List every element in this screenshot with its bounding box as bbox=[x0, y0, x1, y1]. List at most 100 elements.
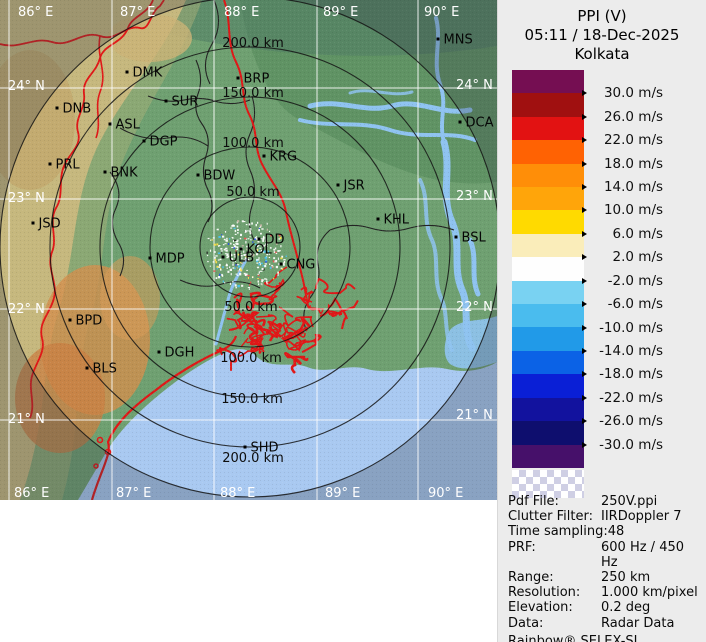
scale-label--22.0: -22.0 m/s bbox=[582, 390, 702, 406]
scale-block-12 bbox=[512, 350, 584, 375]
city-label-KRG: KRG bbox=[270, 150, 298, 165]
scale-block-9 bbox=[512, 280, 584, 305]
scale-block-2 bbox=[512, 116, 584, 141]
scale-tick-arrow-icon bbox=[582, 207, 587, 214]
latitude-label: 21° N bbox=[456, 408, 493, 423]
city-label-BSL: BSL bbox=[462, 231, 487, 246]
latitude-label: 22° N bbox=[8, 302, 45, 317]
scale-tick-arrow-icon bbox=[582, 160, 587, 167]
scale-tick-arrow-icon bbox=[582, 418, 587, 425]
city-label-DGP: DGP bbox=[150, 135, 178, 150]
scale-block-1 bbox=[512, 93, 584, 117]
scale-tick-arrow-icon bbox=[582, 184, 587, 191]
scale-tick-arrow-icon bbox=[582, 394, 587, 401]
metadata-row: PRF: 600 Hz / 450 Hz bbox=[508, 539, 685, 570]
latitude-label: 22° N bbox=[456, 300, 493, 315]
scale-tick-arrow-icon bbox=[582, 113, 587, 120]
city-label-BDW: BDW bbox=[204, 169, 236, 184]
city-label-BPD: BPD bbox=[76, 314, 103, 329]
scale-tick-arrow-icon bbox=[582, 324, 587, 331]
longitude-label: 87° E bbox=[116, 486, 151, 500]
scale-block-7 bbox=[512, 233, 584, 258]
scan-datetime: 05:11 / 18-Dec-2025 bbox=[524, 26, 680, 44]
latitude-label: 24° N bbox=[8, 79, 45, 94]
city-label-ASL: ASL bbox=[116, 118, 141, 133]
out-of-range-dim-mask bbox=[0, 0, 500, 500]
station-name: Kolkata bbox=[574, 45, 630, 63]
scale-tick-arrow-icon bbox=[582, 371, 587, 378]
scale-block-14 bbox=[512, 397, 584, 422]
radar-ppi-map: 200.0 km 150.0 km 100.0 km 50.0 km 50.0 km 10… bbox=[0, 0, 501, 501]
longitude-label: 86° E bbox=[18, 5, 53, 20]
metadata-row: Clutter Filter: IIRDoppler 7 bbox=[508, 509, 682, 525]
longitude-label: 89° E bbox=[325, 486, 360, 500]
city-label-JSD: JSD bbox=[38, 217, 61, 232]
scale-label-22.0: 22.0 m/s bbox=[582, 132, 702, 148]
city-label-DCA: DCA bbox=[466, 116, 494, 131]
city-label-DNB: DNB bbox=[63, 102, 92, 117]
header: PPI (V) 05:11 / 18-Dec-2025 Kolkata bbox=[498, 7, 706, 64]
city-label-BNK: BNK bbox=[111, 166, 139, 181]
latitude-label: 24° N bbox=[456, 78, 493, 93]
scale-tick-arrow-icon bbox=[582, 441, 587, 448]
radar-clutter-echoes bbox=[206, 220, 287, 290]
scale-tick-arrow-icon bbox=[582, 230, 587, 237]
info-panel: PPI (V) 05:11 / 18-Dec-2025 Kolkata 30.0… bbox=[497, 0, 706, 642]
city-label-SUR: SUR bbox=[172, 95, 199, 110]
scale-label-30.0: 30.0 m/s bbox=[582, 85, 702, 101]
city-label-BLS: BLS bbox=[93, 362, 117, 377]
product-metadata: Pdf File: 250V.ppi Clutter Filter: IIRDoppl… bbox=[508, 494, 704, 642]
city-label-KHL: KHL bbox=[384, 213, 410, 228]
metadata-row: Data: Radar Data bbox=[508, 615, 675, 631]
city-label-PRL: PRL bbox=[56, 158, 81, 173]
velocity-color-scale bbox=[512, 70, 584, 468]
longitude-label: 90° E bbox=[428, 486, 463, 500]
latlon-grid-layer bbox=[0, 0, 497, 500]
scale-block-5 bbox=[512, 187, 584, 211]
scale-label-14.0: 14.0 m/s bbox=[582, 179, 702, 195]
latitude-label: 23° N bbox=[456, 189, 493, 204]
scale-label--6.0: -6.0 m/s bbox=[582, 296, 702, 312]
longitude-label: 86° E bbox=[14, 486, 49, 500]
map-labels-layer: 200.0 km 150.0 km 100.0 km 50.0 km 50.0 km 10… bbox=[8, 5, 494, 501]
scale-block-16 bbox=[512, 444, 584, 468]
scale-block-0 bbox=[512, 70, 584, 94]
scale-label-6.0: 6.0 m/s bbox=[582, 226, 702, 242]
scale-label-18.0: 18.0 m/s bbox=[582, 156, 702, 172]
ring-distance-label: 50.0 km bbox=[226, 185, 279, 200]
scale-label--10.0: -10.0 m/s bbox=[582, 320, 702, 336]
scale-block-6 bbox=[512, 210, 584, 234]
ring-distance-label: 100.0 km bbox=[220, 351, 282, 366]
product-mode-title: PPI (V) bbox=[577, 7, 627, 25]
longitude-label: 88° E bbox=[220, 486, 255, 500]
longitude-label: 89° E bbox=[323, 5, 358, 20]
longitude-label: 90° E bbox=[424, 5, 459, 20]
scale-block-3 bbox=[512, 140, 584, 164]
scale-label-26.0: 26.0 m/s bbox=[582, 109, 702, 125]
city-label-BRP: BRP bbox=[244, 72, 270, 87]
radar-map-viewport[interactable]: 200.0 km 150.0 km 100.0 km 50.0 km 50.0 km 10… bbox=[0, 0, 501, 501]
city-label-ULB: ULB bbox=[229, 251, 255, 266]
ring-distance-label: 200.0 km bbox=[222, 451, 284, 466]
scale-label--14.0: -14.0 m/s bbox=[582, 343, 702, 359]
metadata-row: Time sampling: 48 bbox=[508, 524, 625, 540]
city-label-SHD: SHD bbox=[251, 441, 279, 456]
metadata-row: Pdf File: 250V.ppi bbox=[508, 494, 658, 509]
dither-texture bbox=[0, 0, 497, 500]
scale-tick-arrow-icon bbox=[582, 301, 587, 308]
metadata-row: Resolution: 1.000 km/pixel bbox=[508, 585, 698, 601]
city-label-DGH: DGH bbox=[165, 346, 195, 361]
ring-distance-label: 150.0 km bbox=[221, 392, 283, 407]
software-brand: Rainbow® SELEX-SI bbox=[508, 633, 638, 642]
scale-block-8 bbox=[512, 257, 584, 281]
city-label-CNG: CNG bbox=[287, 258, 316, 273]
scale-block-15 bbox=[512, 421, 584, 445]
city-label-MDP: MDP bbox=[156, 252, 185, 267]
latitude-label: 21° N bbox=[8, 412, 45, 427]
city-label-KOL: KOL bbox=[247, 243, 273, 258]
scale-tick-arrow-icon bbox=[582, 277, 587, 284]
scale-label--30.0: -30.0 m/s bbox=[582, 437, 702, 453]
city-label-DMK: DMK bbox=[133, 66, 163, 81]
scale-block-11 bbox=[512, 327, 584, 351]
